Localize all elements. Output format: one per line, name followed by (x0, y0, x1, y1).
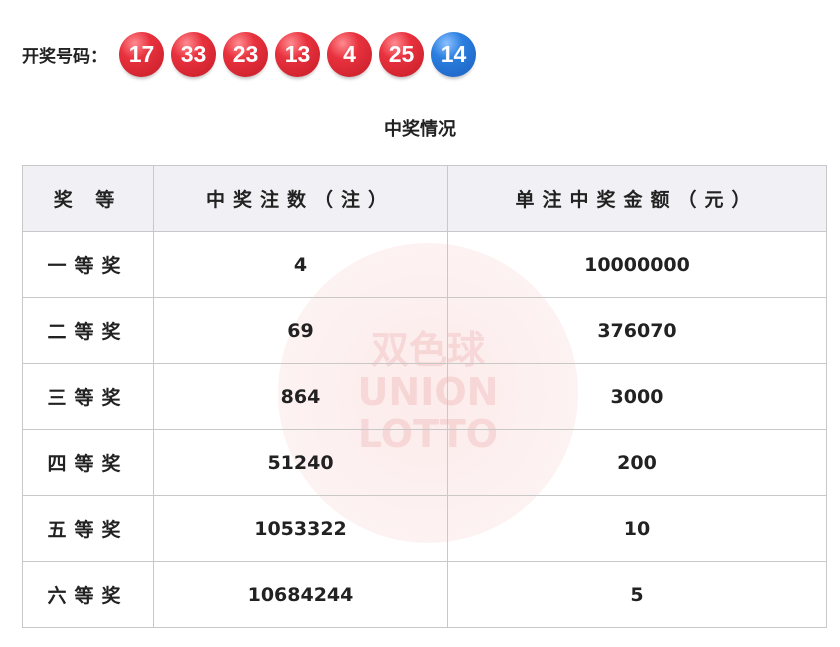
draw-numbers: 开奖号码： 17 33 23 13 4 25 14 (22, 32, 483, 77)
prize-amount: 3000 (447, 363, 827, 430)
table-row: 一等奖 4 10000000 (22, 231, 827, 298)
table-row: 三等奖 864 3000 (22, 363, 827, 430)
winner-count: 864 (153, 363, 448, 430)
prize-amount: 5 (447, 561, 827, 628)
table-header: 奖 等 中奖注数（注） 单注中奖金额（元） (22, 165, 827, 232)
winner-count: 10684244 (153, 561, 448, 628)
blue-ball: 14 (431, 32, 476, 77)
red-ball: 25 (379, 32, 424, 77)
table-row: 五等奖 1053322 10 (22, 495, 827, 562)
prize-amount: 376070 (447, 297, 827, 364)
winner-count: 4 (153, 231, 448, 298)
winner-count: 51240 (153, 429, 448, 496)
prize-level: 一等奖 (22, 231, 154, 298)
prize-level: 四等奖 (22, 429, 154, 496)
prize-amount: 10000000 (447, 231, 827, 298)
table-row: 二等奖 69 376070 (22, 297, 827, 364)
red-ball: 4 (327, 32, 372, 77)
section-title: 中奖情况 (384, 119, 456, 140)
red-ball: 33 (171, 32, 216, 77)
prize-level: 三等奖 (22, 363, 154, 430)
header-level: 奖 等 (22, 165, 154, 232)
red-ball: 13 (275, 32, 320, 77)
prize-level: 二等奖 (22, 297, 154, 364)
prize-table: 奖 等 中奖注数（注） 单注中奖金额（元） 一等奖 4 10000000 二等奖 69 3… (22, 165, 827, 628)
prize-level: 六等奖 (22, 561, 154, 628)
prize-amount: 200 (447, 429, 827, 496)
table-row: 六等奖 10684244 5 (22, 561, 827, 628)
draw-label: 开奖号码： (22, 47, 107, 67)
table-row: 四等奖 51240 200 (22, 429, 827, 496)
prize-amount: 10 (447, 495, 827, 562)
header-count: 中奖注数（注） (153, 165, 448, 232)
prize-level: 五等奖 (22, 495, 154, 562)
red-ball: 23 (223, 32, 268, 77)
winner-count: 69 (153, 297, 448, 364)
red-ball: 17 (119, 32, 164, 77)
winner-count: 1053322 (153, 495, 448, 562)
header-amount: 单注中奖金额（元） (447, 165, 827, 232)
